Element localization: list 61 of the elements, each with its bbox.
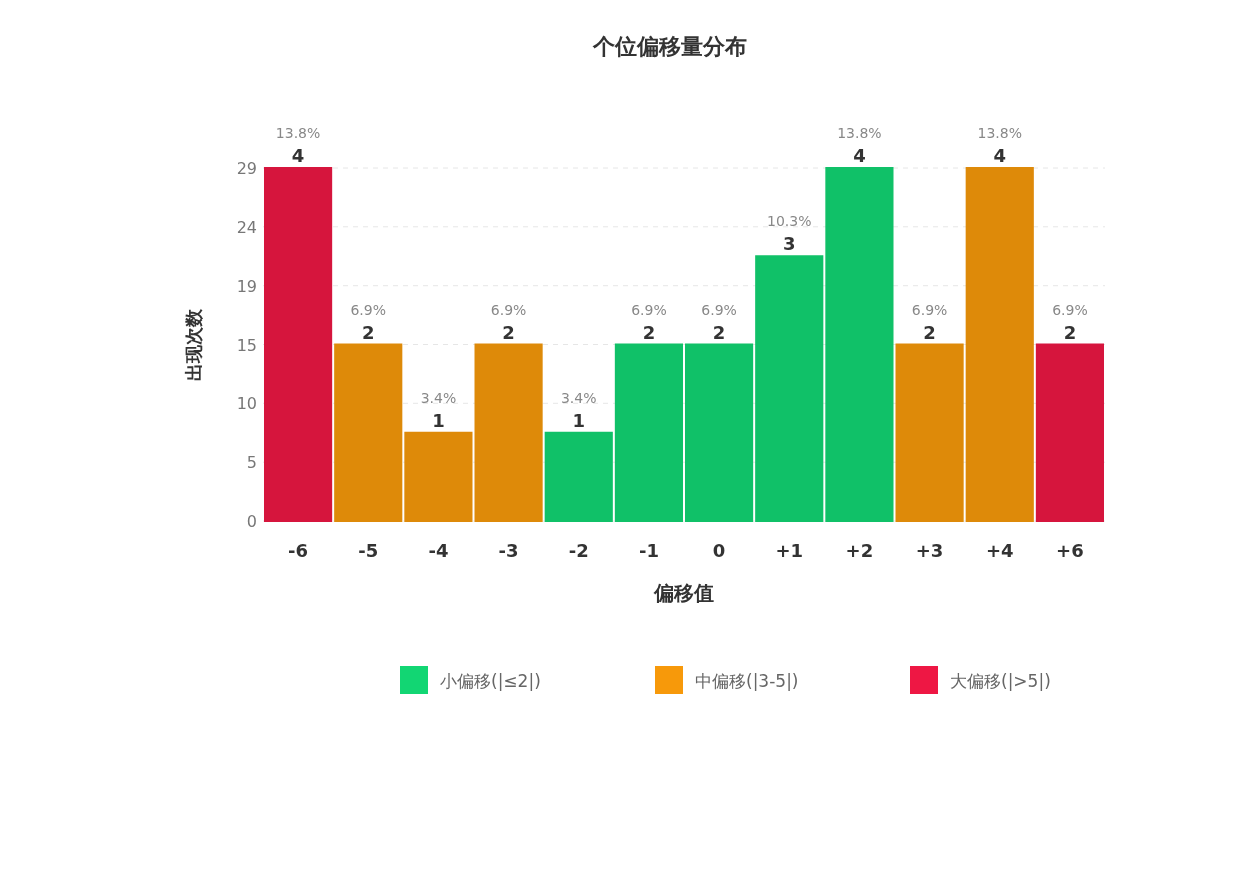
annotation: 2: [642, 321, 656, 343]
bar: [755, 255, 824, 522]
annotation: 4: [853, 145, 866, 166]
annotation: 6.9%: [631, 301, 667, 318]
y-tick-label: 0: [246, 512, 257, 531]
x-tick-label: +4: [985, 540, 1014, 561]
annotation: 13.8%: [275, 125, 321, 141]
annotation: 3.4%: [560, 389, 597, 406]
annotation: 6.9%: [911, 301, 948, 318]
annotation: 13.8%: [977, 125, 1022, 141]
annotation: 2: [502, 321, 515, 343]
annotation: 2: [712, 321, 726, 343]
annotation: 2: [361, 321, 375, 343]
annotation: 13.8%: [837, 125, 882, 141]
annotation: 2: [923, 321, 936, 343]
x-tick-label: 0: [712, 540, 726, 561]
legend-label: 小偏移(|≤2|): [440, 671, 541, 691]
annotation: 4: [291, 145, 305, 166]
bar: [334, 343, 403, 522]
x-tick-label: -6: [288, 540, 309, 561]
x-tick-label: -1: [638, 540, 659, 561]
y-tick-label: 29: [236, 159, 257, 178]
y-tick-label: 19: [236, 276, 257, 296]
annotation: 4: [993, 145, 1007, 166]
annotation: 1: [432, 409, 445, 431]
bar: [614, 343, 683, 522]
annotation: 6.9%: [350, 301, 387, 318]
y-tick-label: 5: [246, 453, 257, 473]
annotation: 10.3%: [767, 213, 812, 230]
x-tick-label: -2: [568, 540, 589, 561]
legend-label: 大偏移(|>5|): [950, 671, 1051, 691]
bar: [474, 343, 543, 522]
x-tick-label: +3: [915, 540, 944, 561]
annotation: 2: [1063, 321, 1077, 343]
x-tick-label: -3: [498, 540, 519, 561]
bar: [404, 431, 473, 522]
annotation: 3.4%: [420, 389, 457, 406]
annotation: 3: [782, 233, 796, 255]
x-tick-label: +6: [1056, 540, 1084, 561]
x-tick-label: -5: [358, 540, 379, 561]
y-axis-title: 出现次数: [183, 308, 204, 381]
bar: [895, 343, 964, 522]
x-tick-label: -4: [428, 540, 449, 561]
annotation: 6.9%: [701, 301, 737, 318]
chart-title: 个位偏移量分布: [591, 34, 747, 59]
y-tick-label: 15: [236, 335, 257, 355]
x-tick-label: +2: [845, 540, 874, 561]
annotation: 6.9%: [1052, 301, 1088, 318]
annotation: 6.9%: [490, 301, 527, 318]
bar: [685, 343, 754, 522]
x-axis-title: 偏移值: [653, 581, 714, 605]
y-tick-label: 24: [236, 217, 257, 237]
x-tick-label: +1: [775, 540, 804, 561]
y-tick-label: 10: [236, 394, 257, 414]
bar: [825, 167, 894, 522]
annotation: 1: [572, 409, 586, 431]
bar: [264, 167, 333, 522]
bar: [965, 167, 1034, 522]
bar: [1035, 343, 1104, 522]
bar: [544, 431, 613, 522]
legend-label: 中偏移(|3-5|): [695, 671, 799, 691]
